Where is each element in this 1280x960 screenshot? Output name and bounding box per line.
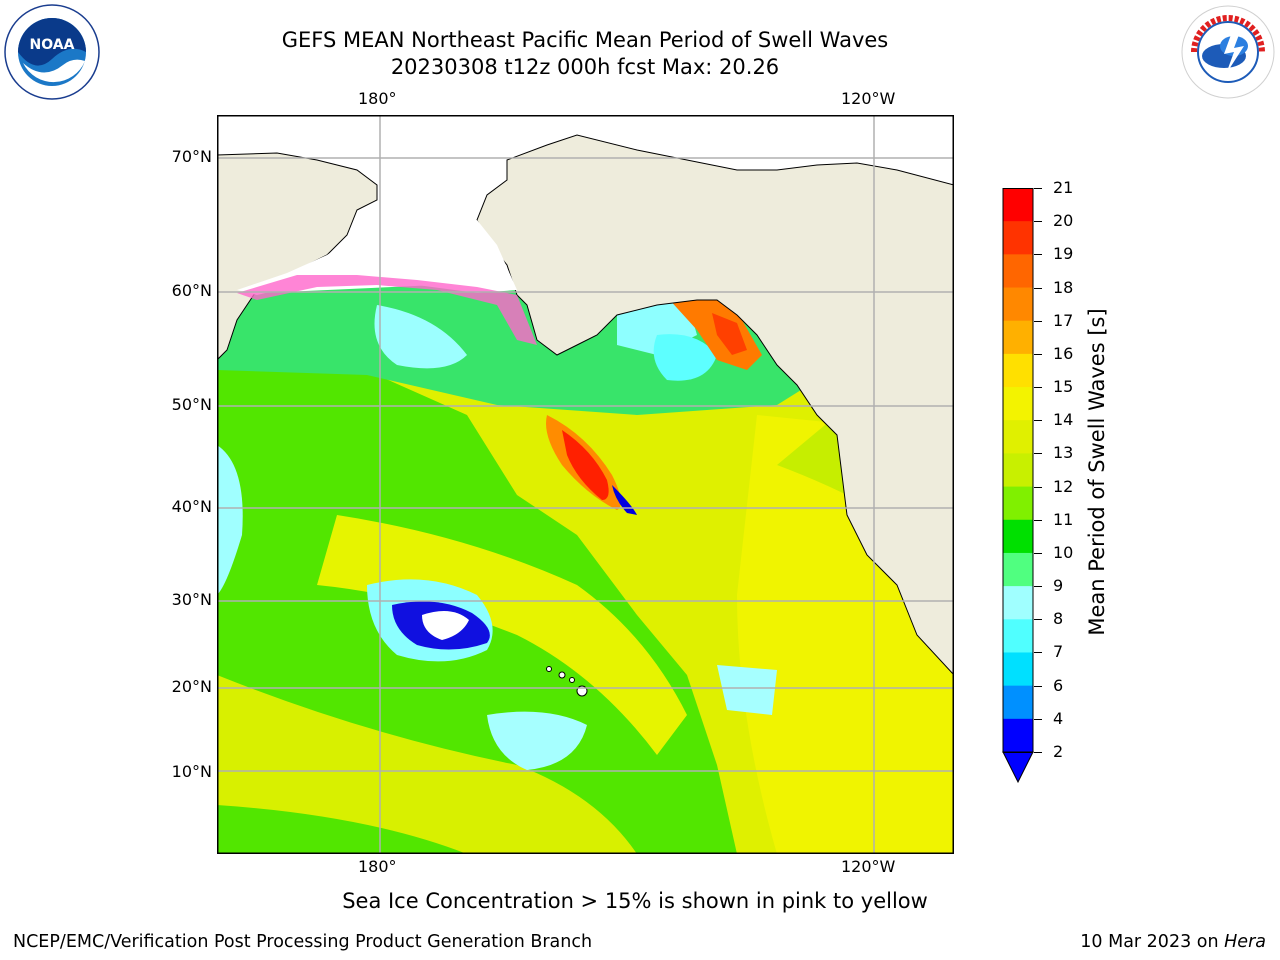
bottom-lon-label-120w: 120°W — [841, 857, 896, 876]
swell-cyan-south — [487, 711, 587, 770]
colorbar-tick-label: 11 — [1053, 509, 1074, 529]
colorbar-segment — [1003, 320, 1033, 355]
colorbar-tick-label: 18 — [1053, 277, 1074, 297]
colorbar-segment — [1003, 552, 1033, 587]
footer-credit: NCEP/EMC/Verification Post Processing Pr… — [13, 932, 593, 952]
swell-cyan-west-edge — [217, 445, 243, 595]
colorbar-tick-label: 8 — [1053, 609, 1064, 629]
swell-cyan-north — [374, 305, 467, 369]
chart-title: GEFS MEAN Northeast Pacific Mean Period … — [281, 28, 889, 52]
colorbar-segment — [1003, 254, 1033, 289]
colorbar-segment — [1003, 486, 1033, 521]
colorbar-tick-mark — [1034, 652, 1042, 654]
land-alaska-canada — [476, 134, 954, 676]
footer-machine: Hera — [1224, 932, 1266, 952]
colorbar-tick-label: 4 — [1053, 708, 1064, 728]
lat-label-60n: 60°N — [171, 281, 212, 300]
colorbar-segment — [1003, 287, 1033, 322]
top-lon-label-180: 180° — [358, 89, 397, 108]
colorbar-tick-mark — [1034, 586, 1042, 588]
colorbar-extend-triangle — [1002, 751, 1034, 784]
sea-ice-note: Sea Ice Concentration > 15% is shown in … — [342, 889, 928, 913]
swell-yellow-band — [317, 515, 687, 755]
swell-red-central — [562, 430, 609, 500]
colorbar-tick-label: 7 — [1053, 642, 1064, 662]
colorbar-segment — [1003, 387, 1033, 421]
colorbar-tick-mark — [1034, 752, 1042, 753]
swell-white-low — [422, 611, 469, 640]
lat-label-30n: 30°N — [171, 590, 212, 609]
swell-yellow-south — [217, 675, 637, 854]
colorbar-tick-mark — [1034, 287, 1042, 289]
colorbar-tick-mark — [1034, 685, 1042, 687]
colorbar-tick-label: 16 — [1053, 343, 1074, 363]
colorbar-tick-mark — [1034, 453, 1042, 455]
nws-logo — [1180, 4, 1276, 100]
swell-east-lime — [777, 415, 954, 595]
colorbar-segment — [1003, 519, 1033, 554]
lat-label-70n: 70°N — [171, 147, 212, 166]
graticule — [217, 115, 954, 854]
swell-red-gulf — [712, 313, 747, 355]
footer-date: 10 Mar 2023 on Hera — [1080, 932, 1266, 952]
colorbar-tick-mark — [1034, 552, 1042, 554]
colorbar-tick-label: 2 — [1053, 742, 1064, 761]
colorbar-tick-mark — [1034, 188, 1042, 189]
top-lon-label-120w: 120°W — [841, 89, 896, 108]
colorbar-tick-label: 21 — [1053, 178, 1074, 197]
colorbar-tick-mark — [1034, 254, 1042, 256]
colorbar-segment — [1003, 586, 1033, 620]
svg-text:NOAA: NOAA — [30, 37, 75, 53]
colorbar-tick-label: 15 — [1053, 377, 1074, 397]
colorbar-tick-label: 13 — [1053, 443, 1074, 463]
colorbar-tick-label: 14 — [1053, 410, 1074, 430]
colorbar-tick-mark — [1034, 320, 1042, 322]
colorbar-tick-label: 9 — [1053, 576, 1064, 596]
colorbar-segment — [1003, 420, 1033, 454]
colorbar-tick-label: 6 — [1053, 675, 1064, 695]
lat-label-50n: 50°N — [171, 395, 212, 414]
colorbar-tick-label: 10 — [1053, 542, 1074, 562]
colorbar-tick-label: 19 — [1053, 244, 1074, 264]
colorbar-segment — [1003, 188, 1033, 222]
swell-cyan-bc — [653, 334, 717, 381]
lat-label-10n: 10°N — [171, 762, 212, 781]
colorbar — [1002, 188, 1034, 784]
colorbar-tick-label: 20 — [1053, 211, 1074, 231]
colorbar-segment — [1003, 453, 1033, 488]
lat-label-20n: 20°N — [171, 677, 212, 696]
noaa-logo: NOAA — [3, 3, 101, 101]
colorbar-tick-mark — [1034, 519, 1042, 521]
colorbar-tick-mark — [1034, 420, 1042, 422]
swell-cyan-east — [717, 665, 777, 715]
colorbar-tick-mark — [1034, 387, 1042, 389]
colorbar-tick-mark — [1034, 486, 1042, 488]
lat-label-40n: 40°N — [171, 497, 212, 516]
land-siberia — [217, 152, 378, 361]
colorbar-tick-mark — [1034, 221, 1042, 223]
colorbar-tick-mark — [1034, 718, 1042, 720]
colorbar-segment — [1003, 353, 1033, 388]
colorbar-segment — [1003, 685, 1033, 720]
colorbar-tick-mark — [1034, 353, 1042, 355]
colorbar-tick-mark — [1034, 619, 1042, 621]
chart-subtitle: 20230308 t12z 000h fcst Max: 20.26 — [390, 55, 780, 79]
map-panel — [217, 115, 954, 854]
colorbar-segment — [1003, 221, 1033, 255]
bottom-lon-label-180: 180° — [358, 857, 397, 876]
colorbar-tick-label: 17 — [1053, 310, 1074, 330]
colorbar-segment — [1003, 652, 1033, 687]
colorbar-segment — [1003, 619, 1033, 653]
colorbar-segment — [1003, 718, 1033, 753]
colorbar-tick-label: 12 — [1053, 476, 1074, 496]
